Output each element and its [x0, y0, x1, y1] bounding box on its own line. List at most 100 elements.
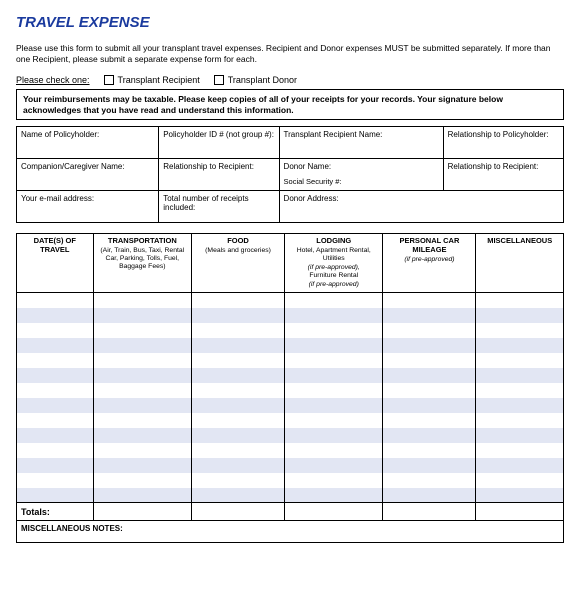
- expense-cell[interactable]: [383, 338, 476, 353]
- expense-cell[interactable]: [192, 368, 285, 383]
- check-recipient[interactable]: Transplant Recipient: [104, 75, 200, 85]
- expense-cell[interactable]: [476, 473, 564, 488]
- expense-cell[interactable]: [192, 488, 285, 503]
- expense-cell[interactable]: [17, 458, 94, 473]
- expense-cell[interactable]: [383, 308, 476, 323]
- expense-cell[interactable]: [285, 473, 383, 488]
- field-donor-name-ssn[interactable]: Donor Name: Social Security #:: [279, 159, 443, 191]
- expense-cell[interactable]: [476, 413, 564, 428]
- field-relationship-policyholder[interactable]: Relationship to Policyholder:: [443, 127, 563, 159]
- expense-cell[interactable]: [285, 383, 383, 398]
- expense-cell[interactable]: [17, 443, 94, 458]
- field-policyholder-id[interactable]: Policyholder ID # (not group #):: [159, 127, 279, 159]
- field-policyholder-name[interactable]: Name of Policyholder:: [17, 127, 159, 159]
- expense-cell[interactable]: [192, 323, 285, 338]
- field-relationship-recipient[interactable]: Relationship to Recipient:: [159, 159, 279, 191]
- expense-cell[interactable]: [383, 443, 476, 458]
- expense-cell[interactable]: [383, 473, 476, 488]
- expense-cell[interactable]: [93, 383, 191, 398]
- field-email[interactable]: Your e-mail address:: [17, 191, 159, 223]
- expense-cell[interactable]: [17, 308, 94, 323]
- expense-cell[interactable]: [192, 398, 285, 413]
- field-receipt-count[interactable]: Total number of receipts included:: [159, 191, 279, 223]
- expense-cell[interactable]: [192, 353, 285, 368]
- expense-cell[interactable]: [476, 353, 564, 368]
- expense-cell[interactable]: [476, 308, 564, 323]
- expense-cell[interactable]: [383, 353, 476, 368]
- expense-cell[interactable]: [285, 323, 383, 338]
- expense-cell[interactable]: [383, 383, 476, 398]
- expense-cell[interactable]: [383, 368, 476, 383]
- totals-cell[interactable]: [192, 503, 285, 521]
- expense-cell[interactable]: [17, 398, 94, 413]
- totals-cell[interactable]: [285, 503, 383, 521]
- expense-cell[interactable]: [476, 428, 564, 443]
- expense-cell[interactable]: [285, 398, 383, 413]
- expense-cell[interactable]: [476, 383, 564, 398]
- expense-cell[interactable]: [285, 353, 383, 368]
- expense-cell[interactable]: [383, 488, 476, 503]
- expense-cell[interactable]: [17, 383, 94, 398]
- expense-cell[interactable]: [383, 428, 476, 443]
- field-companion-name[interactable]: Companion/Caregiver Name:: [17, 159, 159, 191]
- expense-cell[interactable]: [93, 293, 191, 308]
- expense-cell[interactable]: [93, 353, 191, 368]
- expense-cell[interactable]: [383, 413, 476, 428]
- expense-cell[interactable]: [93, 368, 191, 383]
- expense-cell[interactable]: [192, 428, 285, 443]
- expense-cell[interactable]: [285, 338, 383, 353]
- expense-cell[interactable]: [476, 458, 564, 473]
- expense-cell[interactable]: [17, 488, 94, 503]
- field-relationship-recipient-2[interactable]: Relationship to Recipient:: [443, 159, 563, 191]
- expense-cell[interactable]: [285, 458, 383, 473]
- check-donor[interactable]: Transplant Donor: [214, 75, 297, 85]
- field-donor-address[interactable]: Donor Address:: [279, 191, 563, 223]
- expense-cell[interactable]: [93, 443, 191, 458]
- expense-cell[interactable]: [383, 458, 476, 473]
- expense-cell[interactable]: [192, 473, 285, 488]
- expense-cell[interactable]: [93, 428, 191, 443]
- expense-cell[interactable]: [93, 458, 191, 473]
- expense-cell[interactable]: [476, 368, 564, 383]
- expense-cell[interactable]: [93, 488, 191, 503]
- expense-cell[interactable]: [93, 473, 191, 488]
- expense-cell[interactable]: [476, 323, 564, 338]
- expense-cell[interactable]: [192, 458, 285, 473]
- expense-cell[interactable]: [476, 443, 564, 458]
- expense-cell[interactable]: [93, 413, 191, 428]
- expense-cell[interactable]: [285, 488, 383, 503]
- expense-cell[interactable]: [476, 338, 564, 353]
- expense-cell[interactable]: [93, 338, 191, 353]
- expense-cell[interactable]: [192, 443, 285, 458]
- expense-cell[interactable]: [192, 413, 285, 428]
- expense-cell[interactable]: [17, 473, 94, 488]
- expense-cell[interactable]: [476, 488, 564, 503]
- expense-cell[interactable]: [17, 413, 94, 428]
- totals-cell[interactable]: [93, 503, 191, 521]
- expense-cell[interactable]: [17, 323, 94, 338]
- expense-cell[interactable]: [476, 398, 564, 413]
- expense-cell[interactable]: [192, 383, 285, 398]
- expense-cell[interactable]: [476, 293, 564, 308]
- expense-cell[interactable]: [285, 413, 383, 428]
- checkbox-icon[interactable]: [214, 75, 224, 85]
- expense-cell[interactable]: [383, 398, 476, 413]
- totals-cell[interactable]: [476, 503, 564, 521]
- expense-cell[interactable]: [17, 368, 94, 383]
- expense-cell[interactable]: [192, 293, 285, 308]
- expense-cell[interactable]: [17, 338, 94, 353]
- expense-cell[interactable]: [17, 293, 94, 308]
- expense-cell[interactable]: [192, 338, 285, 353]
- expense-cell[interactable]: [285, 293, 383, 308]
- misc-notes[interactable]: MISCELLANEOUS NOTES:: [16, 521, 564, 543]
- expense-cell[interactable]: [93, 308, 191, 323]
- expense-cell[interactable]: [17, 353, 94, 368]
- expense-cell[interactable]: [383, 323, 476, 338]
- checkbox-icon[interactable]: [104, 75, 114, 85]
- expense-cell[interactable]: [93, 323, 191, 338]
- expense-cell[interactable]: [285, 428, 383, 443]
- expense-cell[interactable]: [285, 443, 383, 458]
- expense-cell[interactable]: [383, 293, 476, 308]
- expense-cell[interactable]: [17, 428, 94, 443]
- expense-cell[interactable]: [285, 308, 383, 323]
